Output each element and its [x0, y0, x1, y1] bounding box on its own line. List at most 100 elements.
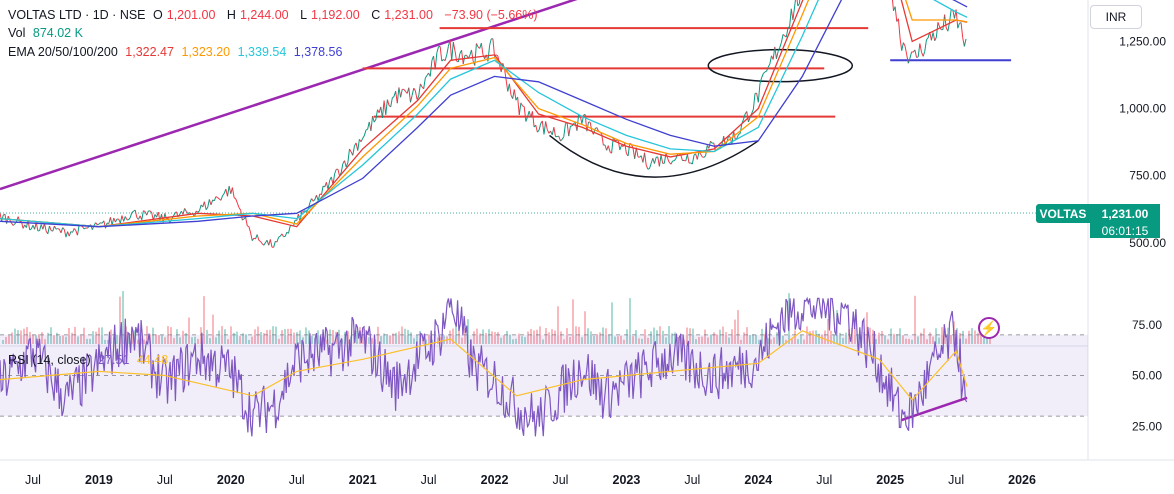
price-candle	[518, 102, 522, 115]
volume-bar	[422, 339, 424, 344]
price-candle	[403, 89, 406, 92]
volume-bar	[203, 296, 205, 344]
volume-bar	[506, 330, 508, 344]
series-layer	[0, 0, 968, 437]
price-candle	[284, 232, 288, 237]
price-candle	[596, 127, 599, 132]
volume-bar	[515, 338, 517, 344]
price-candle	[235, 198, 238, 204]
volume-bar	[68, 327, 70, 344]
price-candle	[787, 26, 790, 29]
price-candle	[182, 208, 186, 215]
volume-bar	[80, 335, 82, 344]
volume-bar	[812, 330, 814, 344]
price-candle	[208, 199, 212, 206]
rsi-label: RSI (14, close)	[8, 353, 91, 367]
volume-bar	[809, 331, 811, 344]
symbol-title[interactable]: VOLTAS LTD · 1D · NSE	[8, 8, 146, 22]
price-candle	[944, 14, 947, 29]
price-candle	[461, 50, 464, 65]
price-candle	[210, 199, 214, 206]
price-candle	[226, 185, 230, 197]
rsi-line	[0, 296, 968, 437]
rsi-legend[interactable]: RSI (14, close) 27.51 44.48	[8, 352, 172, 368]
price-candle	[60, 227, 64, 234]
volume-bar	[941, 327, 943, 344]
price-candle	[794, 0, 796, 8]
volume-bar	[656, 330, 658, 344]
volume-bar	[803, 339, 805, 344]
volume-bar	[584, 311, 586, 344]
price-candle	[416, 95, 420, 100]
volume-bar	[650, 331, 652, 344]
ema100-value: 1,339.54	[237, 45, 287, 59]
volume-bar	[71, 332, 73, 344]
lightning-icon[interactable]: ⚡	[978, 317, 1000, 339]
price-candle	[114, 218, 118, 223]
price-candle	[934, 37, 937, 41]
volume-bar	[602, 327, 604, 344]
volume-bar	[620, 335, 622, 344]
price-candle	[525, 116, 528, 122]
price-candle	[710, 140, 713, 144]
rsi-tick-label: 25.00	[1132, 419, 1162, 433]
price-candle	[320, 185, 324, 195]
price-candle	[375, 109, 378, 120]
volume-bar	[893, 333, 895, 344]
price-candle	[535, 125, 538, 133]
volume-bar	[791, 338, 793, 344]
volume-bar	[950, 334, 952, 344]
price-candle	[675, 153, 678, 159]
price-candle	[400, 89, 403, 98]
volume-bar	[308, 330, 310, 344]
volume-bar	[728, 337, 730, 344]
volume-bar	[839, 332, 841, 344]
volume-bar	[122, 291, 124, 344]
price-candle	[650, 158, 654, 164]
price-candle	[396, 87, 400, 104]
price-candle	[660, 154, 664, 164]
volume-bar	[428, 334, 430, 344]
volume-bar	[563, 339, 565, 344]
volume-bar	[485, 333, 487, 344]
volume-bar	[605, 328, 607, 344]
volume-bar	[260, 331, 262, 344]
volume-bar	[158, 335, 160, 344]
price-candle	[307, 202, 311, 210]
volume-bar	[980, 331, 982, 344]
price-candle	[553, 127, 557, 137]
price-candle	[185, 211, 189, 214]
volume-bar	[89, 338, 91, 344]
volume-bar	[581, 337, 583, 344]
time-tick-label: Jul	[684, 473, 700, 487]
volume-legend[interactable]: Vol 874.02 K	[8, 25, 87, 41]
price-candle	[926, 37, 929, 41]
price-candle	[782, 33, 786, 37]
price-candle	[607, 145, 611, 152]
volume-bar	[662, 330, 664, 344]
volume-bar	[695, 339, 697, 344]
price-candle	[12, 223, 16, 226]
price-candle	[256, 234, 260, 241]
price-candle	[932, 32, 936, 41]
ema-legend[interactable]: EMA 20/50/100/200 1,322.47 1,323.20 1,33…	[8, 44, 346, 60]
rsi-tick-label: 50.00	[1132, 369, 1162, 383]
volume-bar	[56, 332, 58, 344]
price-candle	[446, 46, 449, 55]
time-tick-label: 2020	[217, 473, 245, 487]
volume-bar	[746, 327, 748, 344]
currency-button[interactable]: INR	[1090, 5, 1142, 29]
volume-bar	[668, 326, 670, 344]
volume-bar	[758, 339, 760, 344]
volume-bar	[410, 332, 412, 344]
volume-bar	[623, 339, 625, 344]
price-candle	[632, 147, 636, 159]
volume-bar	[266, 329, 268, 344]
price-candle	[411, 88, 415, 96]
price-candle	[215, 196, 218, 199]
volume-bar	[278, 338, 280, 344]
symbol-legend: VOLTAS LTD · 1D · NSE O 1,201.00 H 1,244.0…	[8, 7, 542, 23]
price-candle	[764, 70, 767, 73]
volume-bar	[551, 329, 553, 344]
